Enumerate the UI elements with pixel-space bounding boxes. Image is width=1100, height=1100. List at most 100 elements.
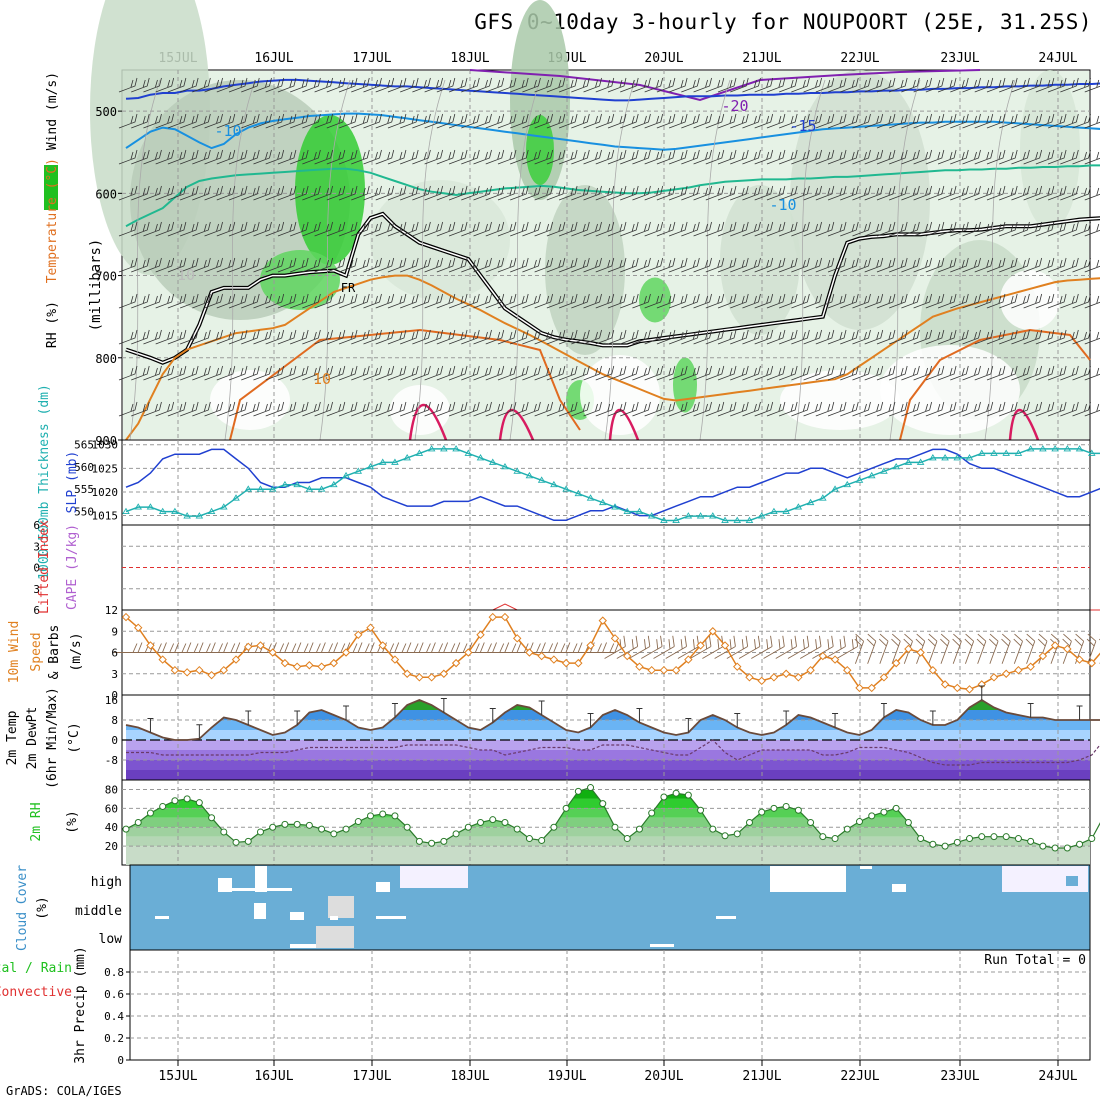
wind-barb — [351, 401, 370, 417]
rh-contour — [224, 79, 256, 441]
thickness-marker — [207, 507, 216, 515]
wind-barb — [363, 221, 382, 237]
wind-barb — [179, 329, 199, 345]
wind10m-barb — [927, 633, 938, 664]
wind-barb — [632, 365, 651, 381]
precip-tick-label: 0.2 — [104, 1032, 124, 1045]
wind-barb — [1023, 329, 1043, 345]
wind-barb — [167, 77, 187, 93]
thickness-slp-axis: 550 555 560 565 1015 1020 1025 1030 — [74, 438, 118, 522]
wind-barb — [754, 329, 774, 345]
wind-barb — [510, 257, 529, 273]
wind-barb — [1047, 329, 1067, 345]
wind-barb — [216, 113, 236, 129]
wind-barb — [986, 401, 1006, 417]
rh2m-marker — [269, 823, 277, 831]
wind-barb — [668, 221, 688, 237]
wind-barb — [277, 185, 297, 201]
wind10m-tick-label: 12 — [105, 604, 118, 617]
wind-barb — [118, 221, 138, 237]
wind-barb — [950, 401, 969, 417]
temp2m-label-1: 2m Temp — [5, 710, 20, 765]
rh2m-marker — [367, 812, 374, 820]
contour-line — [125, 274, 1100, 441]
wind-barb — [583, 113, 602, 129]
wind-barb — [424, 113, 444, 129]
wind-barb — [1047, 401, 1067, 417]
wind-barb — [803, 113, 822, 129]
wind-barb — [216, 329, 236, 345]
minmax-bar — [978, 685, 985, 700]
wind-barb — [424, 185, 444, 201]
wind-barb — [351, 329, 370, 345]
wind-barb — [937, 221, 957, 237]
thickness-marker — [635, 507, 644, 515]
wind-barb — [1035, 221, 1055, 237]
wind-barb — [644, 293, 664, 309]
thickness-axis-label: 1000-500mb Thickness (dm) — [37, 384, 52, 580]
wind-barb — [375, 185, 395, 201]
wind-barb — [913, 293, 933, 309]
rh2m-marker — [171, 797, 179, 805]
wind-barb — [1011, 257, 1030, 273]
wind-barb — [131, 185, 150, 201]
thickness-marker — [892, 462, 900, 470]
wind-barb — [901, 185, 920, 201]
footer-credit: GrADS: COLA/IGES — [6, 1084, 122, 1098]
wind-barb — [485, 365, 505, 381]
precip-axis: 0 0.2 0.4 0.6 0.8 — [104, 966, 130, 1067]
wind-barb — [228, 365, 248, 381]
wind10m-barb — [1013, 633, 1023, 664]
rh2m-marker — [1002, 833, 1010, 841]
wind-barb — [864, 401, 884, 417]
wind-barb — [986, 257, 1006, 273]
wind-barb — [216, 149, 236, 165]
wind-barb — [522, 77, 541, 93]
wind-barb — [1023, 113, 1043, 129]
wind-barb — [717, 149, 737, 165]
wind-barb — [766, 401, 786, 417]
wind-barb — [595, 149, 615, 165]
wind-barb — [681, 329, 700, 345]
wind10m-marker — [1087, 658, 1096, 668]
wind10m-marker — [549, 655, 559, 664]
wind-barb — [681, 221, 700, 237]
wind-barb — [1035, 149, 1055, 165]
wind10m-barb — [763, 635, 785, 659]
wind-barb — [314, 401, 333, 417]
wind-barb — [546, 293, 566, 309]
wind-barb — [779, 257, 798, 273]
wind-barb — [436, 329, 456, 345]
rh2m-marker — [819, 833, 827, 841]
rh2m-tick-label: 80 — [105, 783, 118, 796]
wind-barb — [840, 149, 859, 165]
rh2m-marker — [635, 825, 643, 833]
wind-barb — [827, 329, 847, 345]
wind-barb — [999, 77, 1018, 93]
wind-barb — [1023, 293, 1043, 309]
precip-tick-label: 0 — [117, 1054, 124, 1067]
wind-barb — [852, 221, 871, 237]
thickness-marker — [647, 512, 656, 519]
wind-barb — [937, 149, 957, 165]
wind10m-barb — [738, 635, 761, 659]
rh2m-marker — [477, 819, 485, 826]
thickness-marker — [427, 445, 436, 452]
wind-barb — [143, 221, 162, 237]
bottom-day-label: 19JUL — [547, 1069, 586, 1084]
wind-barb — [277, 293, 297, 309]
precip-frame — [129, 949, 1091, 1061]
wind-barb — [668, 113, 688, 129]
wind-barb — [705, 149, 725, 165]
rh2m-marker — [1014, 835, 1022, 843]
wind10m-barb — [1086, 633, 1097, 664]
thickness-marker — [757, 512, 766, 519]
wind-barb — [754, 401, 774, 417]
wind-barb — [950, 113, 969, 129]
precip-tick-label: 0.4 — [104, 1010, 124, 1023]
wind-barb — [485, 329, 505, 345]
wind-barb — [950, 149, 969, 165]
thickness-marker — [550, 480, 558, 488]
rh-clear-blob — [580, 355, 660, 435]
wind-barb — [155, 113, 175, 129]
